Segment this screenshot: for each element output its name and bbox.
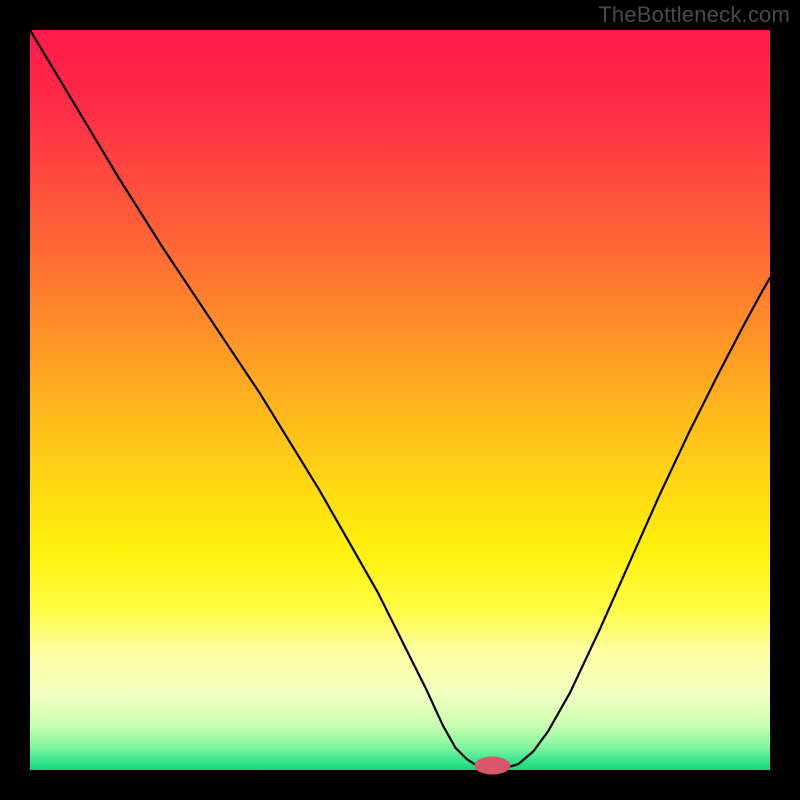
- bottleneck-chart: [0, 0, 800, 800]
- gradient-plot-area: [30, 30, 770, 770]
- optimal-marker: [475, 757, 511, 775]
- chart-root: TheBottleneck.com: [0, 0, 800, 800]
- attribution-label: TheBottleneck.com: [598, 2, 790, 28]
